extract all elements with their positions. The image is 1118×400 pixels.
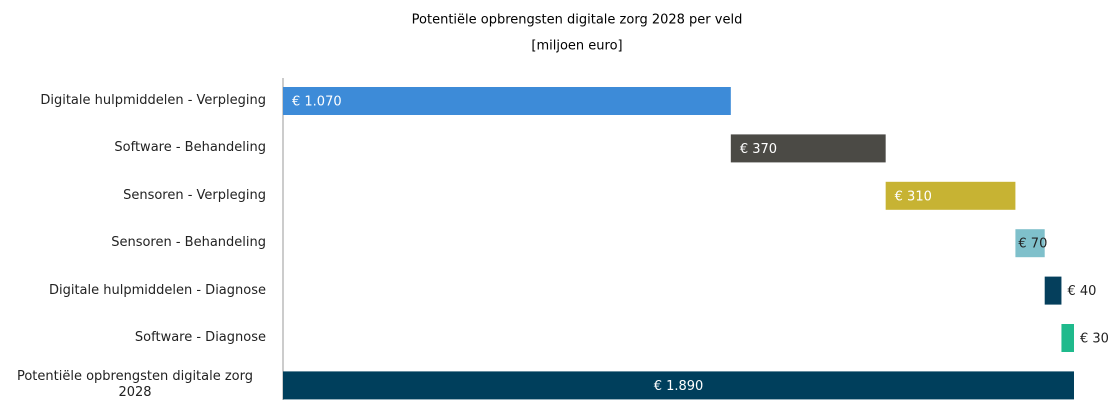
value-label: € 1.070 — [292, 95, 342, 110]
category-label: Sensoren - Verpleging — [123, 187, 266, 203]
bar — [283, 87, 731, 115]
value-label: € 310 — [895, 189, 932, 204]
category-label: Software - Diagnose — [134, 330, 266, 345]
value-label: € 370 — [740, 142, 777, 157]
chart-subtitle: [miljoen euro] — [531, 39, 622, 54]
value-label: € 40 — [1067, 284, 1096, 299]
chart-title: Potentiële opbrengsten digitale zorg 202… — [412, 13, 743, 28]
bar — [1061, 324, 1074, 352]
category-label: Potentiële opbrengsten digitale zorg 202… — [16, 369, 254, 400]
category-label: Sensoren - Behandeling — [111, 235, 266, 251]
bar — [1044, 276, 1062, 305]
bar — [885, 181, 1016, 210]
value-label: € 1.890 — [654, 379, 704, 394]
bar — [283, 371, 1074, 400]
value-label: € 30 — [1080, 332, 1109, 347]
value-label: € 70 — [1018, 237, 1047, 252]
bar — [1015, 229, 1045, 258]
category-label: Digitale hulpmiddelen - Diagnose — [48, 282, 266, 298]
category-label: Software - Behandeling — [114, 140, 266, 156]
category-label: Digitale hulpmiddelen - Verpleging — [40, 93, 266, 108]
bar — [730, 134, 886, 163]
